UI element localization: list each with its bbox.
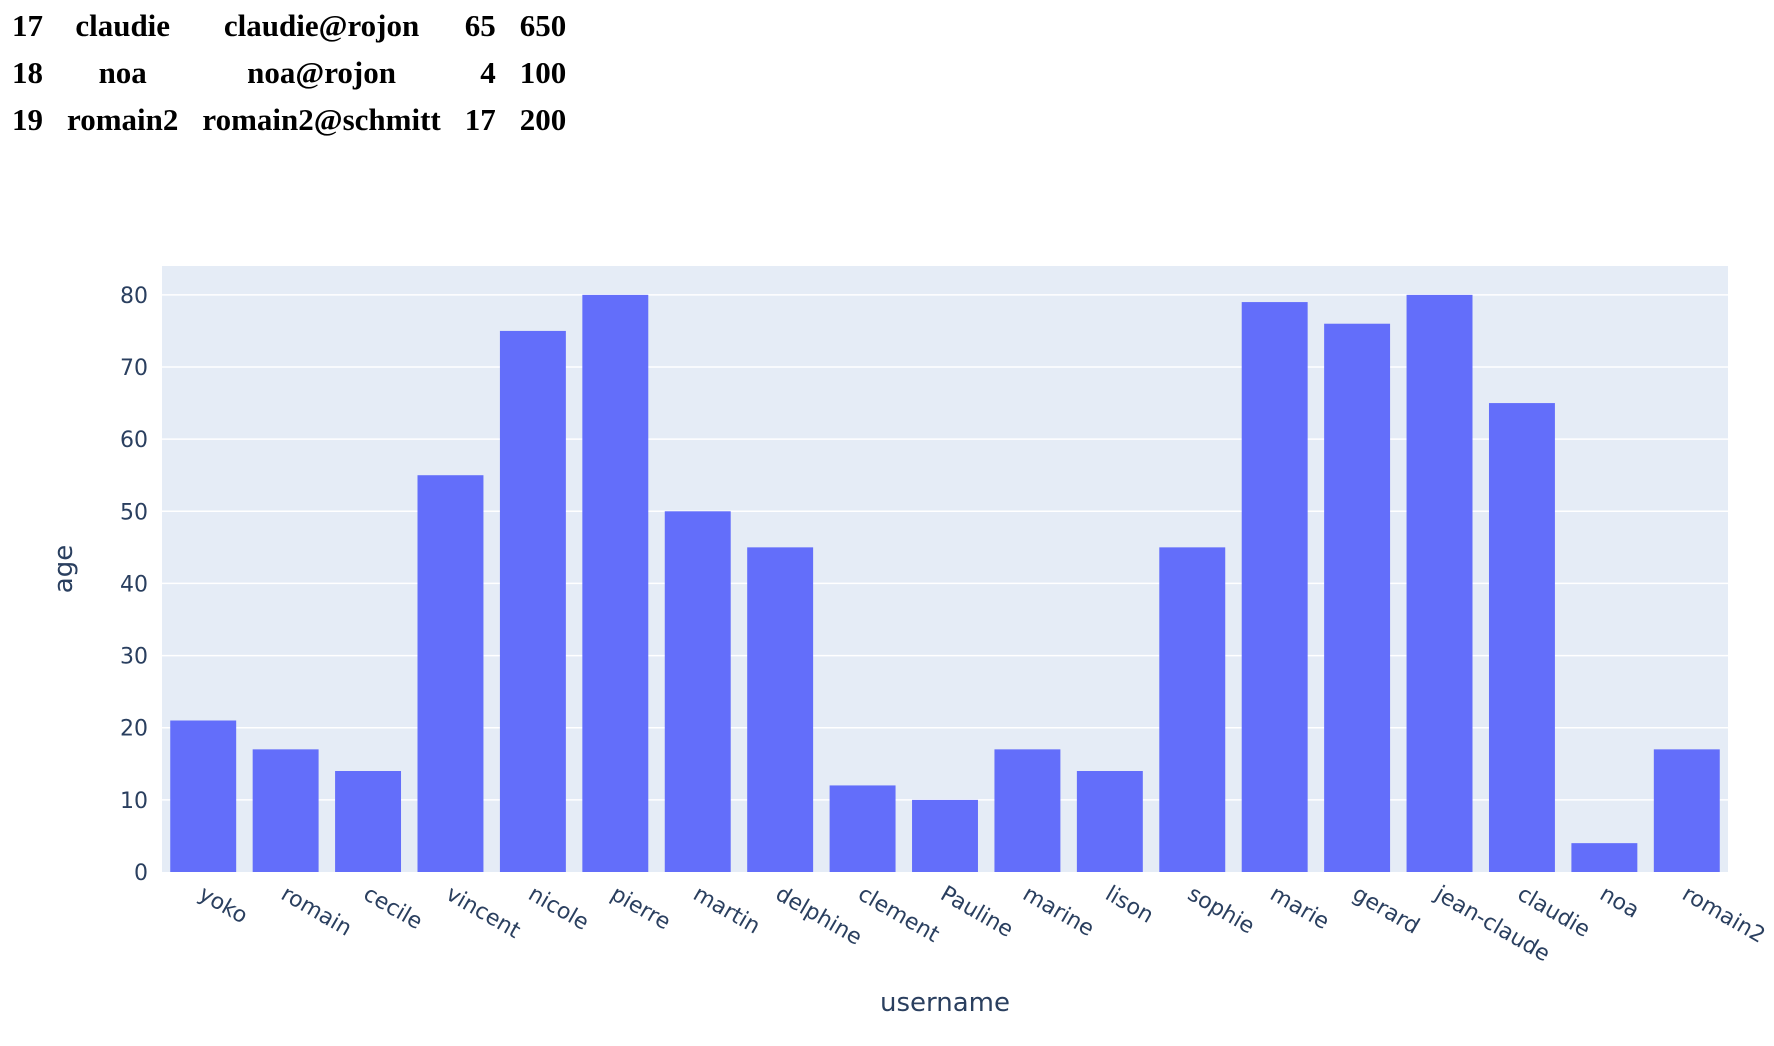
bar [1406, 294, 1473, 872]
bars [170, 294, 1720, 873]
y-axis-title: age [49, 545, 79, 593]
table-cell: claudie@rojon [223, 7, 420, 43]
bar [499, 330, 566, 872]
table-cell: claudie [75, 7, 171, 43]
x-tick-label: romain2 [1678, 882, 1769, 949]
x-tick-label: vincent [441, 882, 524, 944]
bar [912, 799, 978, 872]
y-tick-label: 30 [120, 645, 148, 670]
x-tick-label: sophie [1183, 882, 1258, 940]
y-tick-label: 0 [134, 861, 148, 886]
x-tick-label: martin [689, 882, 764, 940]
y-tick-label: 10 [120, 789, 148, 814]
x-tick-label: gerard [1348, 882, 1423, 940]
table-cell: 65 [464, 7, 496, 43]
table-cell: 100 [519, 54, 567, 90]
table-row: 18 noa noa@rojon 4 100 [0, 49, 578, 96]
bar [252, 749, 319, 872]
y-tick-labels: 0 10 20 30 40 50 60 70 80 [120, 284, 148, 886]
x-tick-label: delphine [771, 882, 866, 951]
table-cell: 17 [12, 7, 43, 43]
bar [335, 771, 402, 872]
x-tick-label: noa [1595, 882, 1643, 924]
table-row: 19 romain2 romain2@schmitt 17 200 [0, 96, 578, 143]
x-tick-label: marine [1018, 882, 1098, 942]
bar [829, 785, 896, 872]
bar [1076, 771, 1143, 872]
table-cell: 200 [519, 101, 567, 137]
table-body: 17 claudie claudie@rojon 65 650 18 noa noa@rojo… [0, 2, 578, 143]
x-tick-label: lison [1101, 882, 1158, 929]
table-cell: 19 [12, 101, 43, 137]
bar [417, 475, 484, 872]
x-tick-label: cecile [359, 882, 426, 935]
table-cell: noa@rojon [247, 54, 396, 90]
table-cell: 18 [12, 54, 43, 90]
y-tick-label: 20 [120, 717, 148, 742]
bar [1653, 749, 1720, 872]
table-cell: 4 [480, 54, 496, 90]
x-tick-label: romain [277, 882, 356, 942]
x-tick-label: Pauline [936, 882, 1017, 943]
bar [1571, 843, 1638, 872]
bar [994, 749, 1061, 872]
y-tick-label: 50 [120, 500, 148, 525]
x-tick-labels: yoko romain cecile vincent nicole pierre marti… [194, 881, 1769, 967]
x-tick-label: marie [1266, 882, 1334, 935]
table-cell: noa [98, 54, 147, 90]
bar [1324, 323, 1391, 872]
table-cell: 650 [519, 7, 567, 43]
table-row: 17 claudie claudie@rojon 65 650 [0, 2, 578, 49]
x-tick-label: pierre [606, 882, 674, 936]
y-tick-label: 60 [120, 428, 148, 453]
bar [664, 511, 731, 872]
bar [1241, 302, 1308, 873]
bar [170, 720, 237, 872]
x-tick-label: yoko [194, 882, 251, 930]
y-tick-label: 80 [120, 284, 148, 309]
bar [1159, 547, 1226, 872]
table-cell: 17 [464, 101, 496, 137]
data-table: 17 claudie claudie@rojon 65 650 18 noa noa@rojo… [0, 2, 578, 143]
y-tick-label: 70 [120, 356, 148, 381]
bar [1488, 403, 1555, 872]
x-tick-label: clement [854, 882, 944, 948]
bar [582, 294, 649, 872]
x-tick-label: nicole [524, 882, 593, 936]
bar [747, 547, 814, 872]
y-tick-label: 40 [120, 572, 148, 597]
table-cell: romain2 [67, 101, 179, 137]
table-cell: romain2@schmitt [202, 101, 441, 137]
x-axis-title: username [880, 988, 1010, 1018]
